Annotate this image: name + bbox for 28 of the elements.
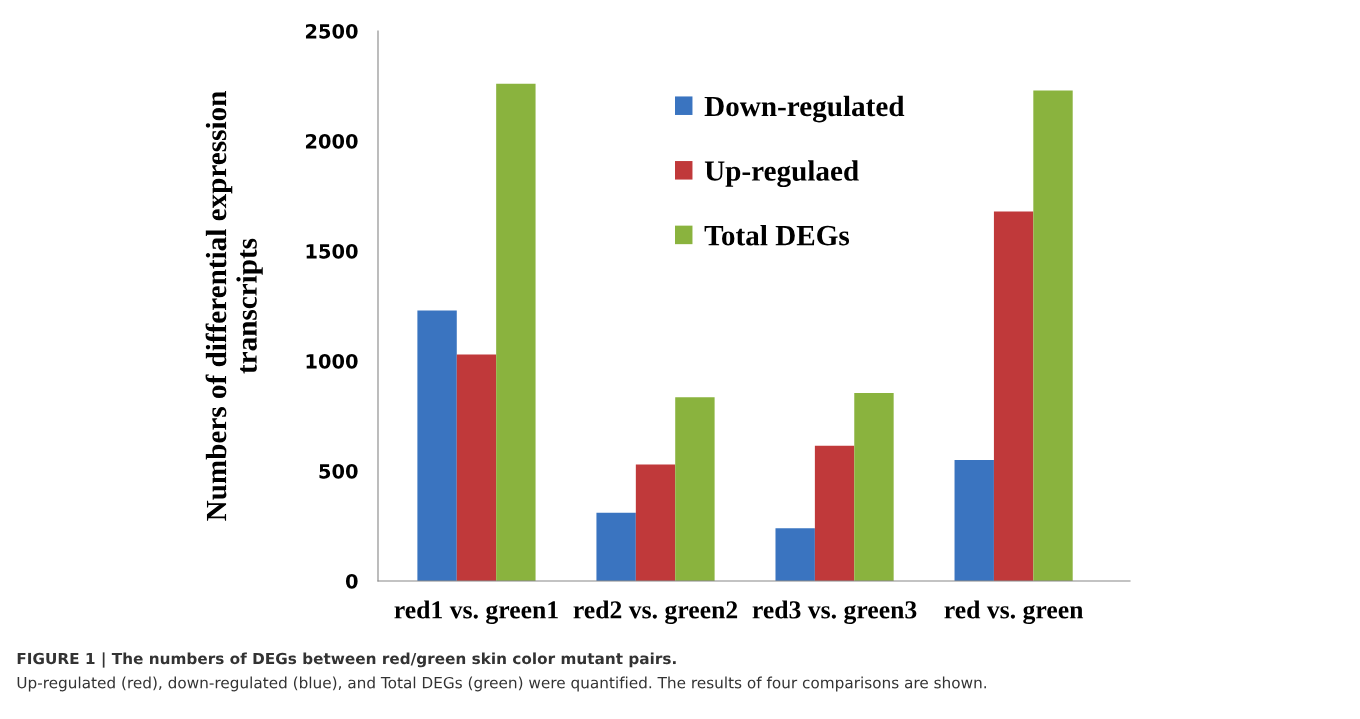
bar bbox=[954, 460, 994, 581]
legend-label: Up-regulaed bbox=[704, 160, 859, 188]
x-tick-label: red3 vs. green3 bbox=[752, 600, 917, 624]
y-tick-label: 2000 bbox=[305, 133, 358, 149]
bar bbox=[854, 392, 894, 581]
bar bbox=[596, 512, 636, 581]
text: FIGURE 1 | The numbers of DEGs between red/green skin color mutant pairs. bbox=[17, 652, 676, 668]
x-tick-label: red1 vs. green1 bbox=[394, 600, 558, 624]
bar bbox=[675, 397, 715, 581]
y-tick-label: 500 bbox=[319, 463, 358, 479]
y-tick-label: 0 bbox=[345, 573, 358, 589]
y-axis-title: Numbers of differential expression transcripts bbox=[205, 91, 263, 521]
bar bbox=[456, 354, 497, 581]
x-tick-label: red2 vs. green2 bbox=[573, 600, 738, 624]
y-tick-label: 1000 bbox=[306, 353, 358, 369]
x-tick-label: red vs. green bbox=[944, 600, 1084, 624]
legend-label: Down-regulated bbox=[704, 95, 905, 123]
y-tick-label: 1500 bbox=[306, 243, 358, 259]
bar bbox=[635, 464, 676, 581]
bar bbox=[1033, 90, 1073, 581]
bar bbox=[814, 445, 855, 581]
text: Up-regulated (red), down-regulated (blue), and Total DEGs (green) were quantified. The results of four comparisons are shown. bbox=[17, 676, 986, 692]
bar bbox=[496, 83, 536, 581]
y-tick-label: 2500 bbox=[305, 23, 358, 39]
bar bbox=[417, 310, 457, 581]
legend-label: Total DEGs bbox=[704, 224, 850, 246]
bar bbox=[775, 528, 815, 581]
bar bbox=[993, 211, 1034, 581]
